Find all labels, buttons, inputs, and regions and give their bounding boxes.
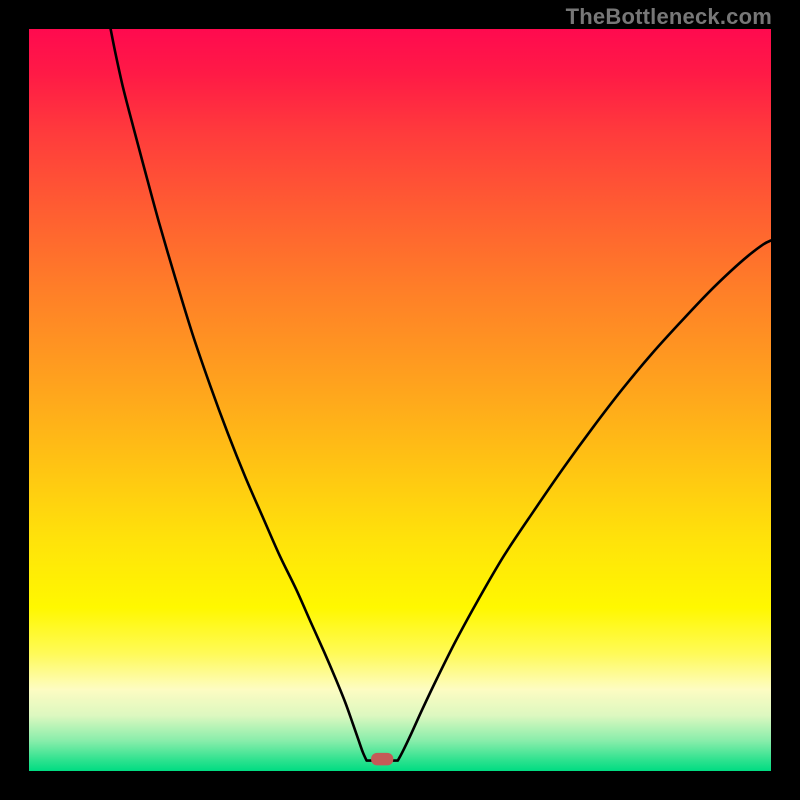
- bottleneck-chart: [0, 0, 800, 800]
- chart-frame: TheBottleneck.com: [0, 0, 800, 800]
- plot-background: [29, 29, 771, 771]
- watermark-text: TheBottleneck.com: [566, 4, 772, 30]
- minimum-marker: [371, 753, 393, 766]
